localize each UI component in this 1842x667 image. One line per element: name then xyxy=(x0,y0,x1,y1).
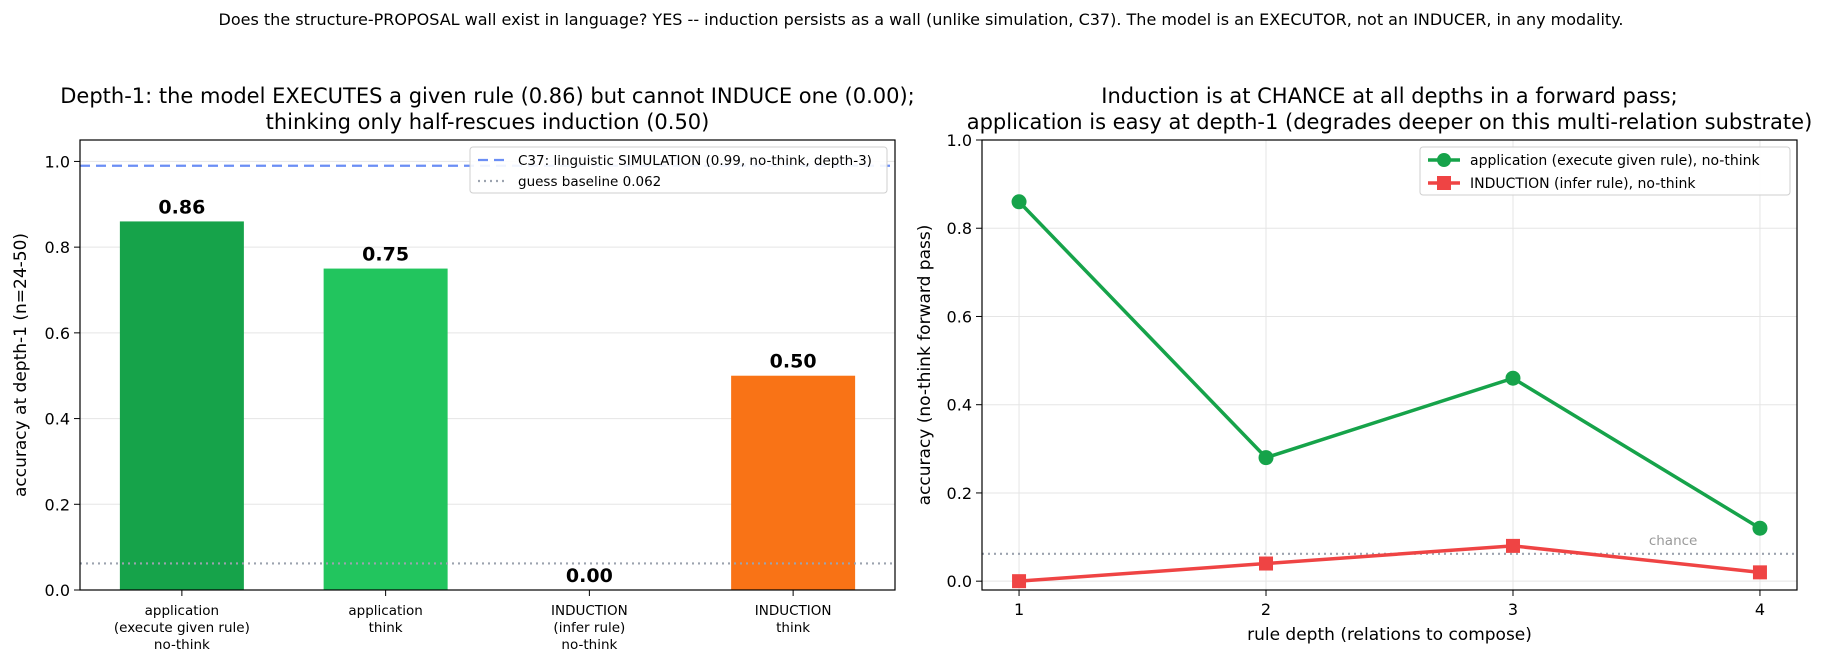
chart-title: Induction is at CHANCE at all depths in … xyxy=(1101,84,1677,108)
bar-value-label: 0.00 xyxy=(566,565,613,587)
line-chart-depth: Induction is at CHANCE at all depths in … xyxy=(915,84,1812,645)
reference-line-label: chance xyxy=(1649,533,1698,549)
bar xyxy=(323,268,448,590)
chart-title: thinking only half-rescues induction (0.… xyxy=(266,110,710,134)
chart-title: application is easy at depth-1 (degrades… xyxy=(967,110,1813,134)
y-tick-label: 0.6 xyxy=(947,307,972,326)
bar-chart-depth1: Depth-1: the model EXECUTES a given rule… xyxy=(11,84,915,653)
plot-frame xyxy=(981,139,1798,591)
x-tick-label: no-think xyxy=(561,637,617,653)
x-tick-label: think xyxy=(776,620,810,636)
y-tick-label: 0.2 xyxy=(947,484,972,503)
y-tick-label: 0.4 xyxy=(45,410,70,429)
figure-suptitle: Does the structure-PROPOSAL wall exist i… xyxy=(219,10,1624,29)
x-tick-label: INDUCTION xyxy=(551,603,628,619)
bar-value-label: 0.86 xyxy=(158,196,205,218)
y-tick-label: 0.8 xyxy=(45,238,70,257)
x-tick-label: application xyxy=(348,603,422,619)
data-point xyxy=(1012,574,1027,589)
x-tick-label: (execute given rule) xyxy=(114,620,250,636)
data-point xyxy=(1259,556,1274,571)
legend-marker xyxy=(1437,176,1451,190)
bar-value-label: 0.75 xyxy=(362,244,409,266)
legend-marker xyxy=(1437,153,1451,167)
y-tick-label: 0.6 xyxy=(45,324,70,343)
plot-frame xyxy=(79,139,896,591)
x-tick-label: 4 xyxy=(1755,600,1765,619)
y-tick-label: 1.0 xyxy=(45,152,70,171)
bar xyxy=(731,375,856,590)
x-tick-label: think xyxy=(369,620,403,636)
chart-title: Depth-1: the model EXECUTES a given rule… xyxy=(60,84,915,108)
legend-box xyxy=(1419,146,1791,196)
y-axis-label: accuracy (no-think forward pass) xyxy=(915,225,935,506)
y-tick-label: 0.2 xyxy=(45,495,70,514)
bar-value-label: 0.50 xyxy=(770,351,817,373)
series-line xyxy=(1018,544,1761,583)
x-tick-label: INDUCTION xyxy=(755,603,832,619)
y-tick-label: 1.0 xyxy=(947,131,972,150)
data-point xyxy=(1258,450,1274,466)
y-tick-label: 0.8 xyxy=(947,219,972,238)
y-tick-label: 0.4 xyxy=(947,396,972,415)
x-tick-label: application xyxy=(145,603,219,619)
legend-label: application (execute given rule), no-thi… xyxy=(1470,153,1760,169)
legend-label: INDUCTION (infer rule), no-think xyxy=(1470,176,1696,192)
y-tick-label: 0.0 xyxy=(947,572,972,591)
x-tick-label: no-think xyxy=(154,637,210,653)
bar xyxy=(119,221,244,590)
legend-label: C37: linguistic SIMULATION (0.99, no-thi… xyxy=(518,153,872,169)
data-point xyxy=(1752,520,1768,536)
x-tick-label: 1 xyxy=(1014,600,1024,619)
data-point xyxy=(1505,370,1521,386)
x-tick-label: 3 xyxy=(1508,600,1518,619)
series-line xyxy=(1017,200,1761,530)
x-axis-label: rule depth (relations to compose) xyxy=(1247,625,1532,645)
data-point xyxy=(1752,565,1767,580)
x-tick-label: 2 xyxy=(1261,600,1271,619)
y-axis-label: accuracy at depth-1 (n=24-50) xyxy=(11,233,31,497)
x-tick-label: (infer rule) xyxy=(553,620,625,636)
data-point xyxy=(1011,194,1027,210)
y-tick-label: 0.0 xyxy=(45,581,70,600)
legend-box xyxy=(469,146,888,194)
legend-label: guess baseline 0.062 xyxy=(518,174,661,190)
data-point xyxy=(1505,538,1520,553)
